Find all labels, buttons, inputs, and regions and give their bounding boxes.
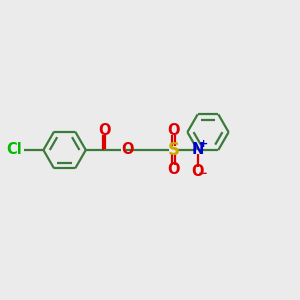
Text: O: O <box>167 162 180 177</box>
Text: O: O <box>191 164 204 179</box>
Text: O: O <box>122 142 134 158</box>
Text: +: + <box>198 139 208 149</box>
Text: −: − <box>198 167 208 180</box>
Text: O: O <box>167 123 180 138</box>
Text: N: N <box>191 142 204 158</box>
Text: Cl: Cl <box>7 142 22 158</box>
Text: S: S <box>168 141 180 159</box>
Text: O: O <box>98 123 110 138</box>
